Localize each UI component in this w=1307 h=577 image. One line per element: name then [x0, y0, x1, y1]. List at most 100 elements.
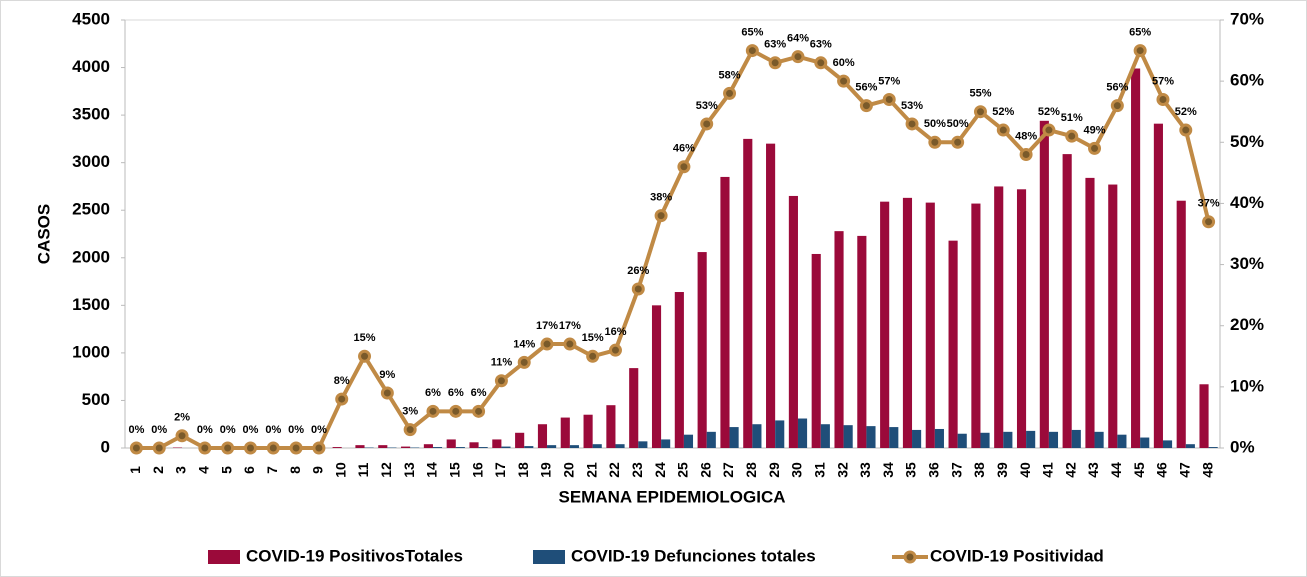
bar	[537, 424, 548, 448]
x-tick-label: 16	[469, 462, 485, 478]
marker	[654, 209, 668, 223]
marker	[814, 56, 828, 70]
x-tick-label: 15	[446, 462, 462, 478]
bar	[866, 426, 876, 448]
marker	[175, 429, 189, 443]
y-tick-label: 3000	[72, 152, 110, 171]
data-label: 37%	[1198, 198, 1220, 210]
y-tick-label: 0	[101, 437, 110, 456]
data-label: 52%	[1175, 106, 1197, 118]
data-label: 65%	[1129, 26, 1151, 38]
marker	[129, 441, 143, 455]
marker	[859, 99, 873, 113]
data-label: 15%	[582, 332, 604, 344]
bar	[583, 414, 593, 448]
x-tick-label: 18	[515, 462, 531, 478]
data-label: 63%	[764, 39, 786, 51]
marker	[426, 404, 440, 418]
bar	[592, 444, 602, 448]
bar	[880, 201, 890, 448]
y2-tick-label: 70%	[1230, 9, 1264, 28]
y-axis-label: CASOS	[34, 204, 53, 264]
marker	[1042, 123, 1056, 137]
legend-label: COVID-19 Positividad	[930, 546, 1104, 565]
x-tick-label: 22	[606, 462, 622, 478]
bar	[1062, 154, 1072, 448]
bar	[478, 447, 488, 448]
bar	[729, 427, 739, 448]
data-label: 0%	[265, 424, 281, 436]
data-label: 0%	[288, 424, 304, 436]
x-tick-label: 7	[264, 466, 280, 474]
marker	[1019, 148, 1033, 162]
x-tick-label: 33	[857, 462, 873, 478]
marker	[472, 404, 486, 418]
data-label: 6%	[425, 387, 441, 399]
data-label: 17%	[536, 320, 558, 332]
x-tick-label: 37	[948, 462, 964, 478]
bar	[569, 445, 579, 448]
marker	[586, 349, 600, 363]
data-label: 17%	[559, 320, 581, 332]
data-label: 0%	[151, 424, 167, 436]
data-label: 6%	[448, 387, 464, 399]
x-tick-label: 43	[1085, 462, 1101, 478]
bar	[934, 428, 944, 448]
bar	[547, 445, 557, 448]
x-tick-label: 27	[720, 462, 736, 478]
data-label: 48%	[1015, 130, 1037, 142]
marker	[700, 117, 714, 131]
x-tick-label: 45	[1131, 462, 1147, 478]
data-label: 0%	[197, 424, 213, 436]
x-tick-label: 21	[583, 462, 599, 478]
marker	[951, 135, 965, 149]
x-tick-label: 2	[150, 466, 166, 474]
data-label: 63%	[810, 39, 832, 51]
bar	[423, 444, 433, 448]
bar	[401, 446, 411, 448]
legend-swatch	[533, 550, 565, 564]
data-label: 26%	[627, 265, 649, 277]
marker	[335, 392, 349, 406]
data-label: 16%	[604, 326, 626, 338]
bar	[432, 447, 443, 448]
bar	[912, 429, 922, 448]
data-label: 56%	[855, 82, 877, 94]
bar	[788, 195, 798, 448]
bar	[971, 203, 981, 448]
x-tick-label: 34	[880, 462, 896, 478]
marker	[608, 343, 622, 357]
data-label: 65%	[741, 26, 763, 38]
data-label: 64%	[787, 33, 809, 45]
bar	[743, 138, 753, 448]
marker	[631, 282, 645, 296]
bar	[469, 442, 479, 448]
bar	[1208, 447, 1218, 448]
x-tick-label: 24	[652, 462, 668, 478]
bar	[1162, 440, 1173, 448]
data-label: 52%	[1038, 106, 1060, 118]
y-tick-label: 2000	[72, 247, 110, 266]
bar	[1026, 430, 1036, 448]
marker	[540, 337, 554, 351]
x-tick-label: 23	[629, 462, 645, 478]
y-tick-label: 1500	[72, 295, 110, 314]
bar	[501, 446, 511, 448]
legend-swatch	[903, 550, 917, 564]
data-label: 38%	[650, 192, 672, 204]
legend-label: COVID-19 Defunciones totales	[571, 546, 816, 565]
marker	[266, 441, 280, 455]
x-tick-label: 17	[492, 462, 508, 478]
marker	[152, 441, 166, 455]
bar	[925, 202, 935, 448]
x-tick-label: 44	[1108, 462, 1124, 478]
bar	[948, 240, 958, 448]
legend-swatch	[208, 550, 240, 564]
marker	[1133, 44, 1147, 58]
bar	[1140, 437, 1150, 448]
bar	[775, 420, 785, 448]
marker	[563, 337, 577, 351]
x-tick-label: 41	[1040, 462, 1056, 478]
